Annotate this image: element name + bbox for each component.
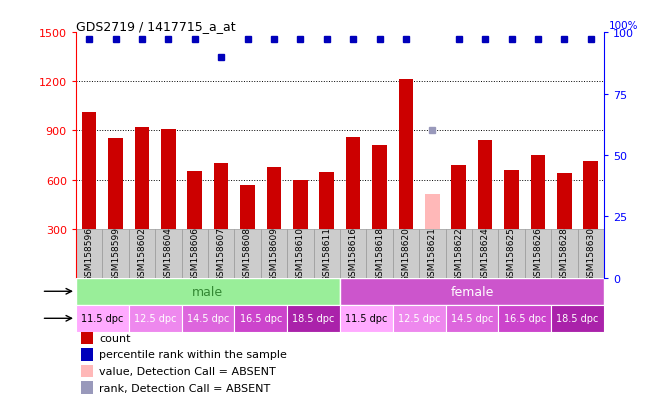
Bar: [287, 305, 340, 332]
Bar: [340, 229, 366, 278]
Bar: [551, 305, 604, 332]
Bar: [293, 180, 308, 229]
Bar: [478, 141, 492, 229]
Bar: [155, 229, 182, 278]
Bar: [346, 138, 360, 229]
Text: GSM158610: GSM158610: [296, 226, 305, 281]
Bar: [161, 129, 176, 229]
Bar: [208, 229, 234, 278]
Text: 18.5 dpc: 18.5 dpc: [292, 313, 335, 323]
Bar: [319, 173, 334, 229]
Bar: [366, 229, 393, 278]
Bar: [498, 305, 551, 332]
Text: 18.5 dpc: 18.5 dpc: [556, 313, 599, 323]
Bar: [446, 229, 472, 278]
Text: 14.5 dpc: 14.5 dpc: [451, 313, 493, 323]
Text: GSM158621: GSM158621: [428, 226, 437, 281]
Text: GSM158607: GSM158607: [216, 226, 226, 281]
Bar: [81, 381, 93, 394]
Bar: [314, 229, 340, 278]
Bar: [425, 195, 440, 229]
Bar: [525, 229, 551, 278]
Bar: [551, 229, 578, 278]
Bar: [187, 172, 202, 229]
Bar: [372, 146, 387, 229]
Bar: [261, 229, 287, 278]
Bar: [81, 349, 93, 361]
Bar: [76, 305, 129, 332]
Bar: [340, 305, 393, 332]
Bar: [419, 229, 446, 278]
Text: GSM158609: GSM158609: [269, 226, 279, 281]
Bar: [393, 305, 446, 332]
Text: GSM158620: GSM158620: [401, 226, 411, 281]
Bar: [82, 113, 96, 229]
Bar: [234, 305, 287, 332]
Bar: [340, 278, 604, 305]
Text: female: female: [450, 285, 494, 298]
Text: 12.5 dpc: 12.5 dpc: [134, 313, 176, 323]
Text: GSM158604: GSM158604: [164, 226, 173, 281]
Text: GDS2719 / 1417715_a_at: GDS2719 / 1417715_a_at: [76, 20, 236, 33]
Text: GSM158599: GSM158599: [111, 226, 120, 281]
Text: GSM158628: GSM158628: [560, 226, 569, 281]
Text: 11.5 dpc: 11.5 dpc: [345, 313, 387, 323]
Bar: [578, 229, 604, 278]
Text: GSM158630: GSM158630: [586, 226, 595, 281]
Text: GSM158625: GSM158625: [507, 226, 516, 281]
Bar: [451, 165, 466, 229]
Bar: [393, 229, 419, 278]
Bar: [557, 173, 572, 229]
Bar: [102, 229, 129, 278]
Bar: [76, 229, 102, 278]
Bar: [129, 305, 182, 332]
Bar: [240, 186, 255, 229]
Text: GSM158602: GSM158602: [137, 226, 147, 281]
Text: GSM158606: GSM158606: [190, 226, 199, 281]
Text: male: male: [192, 285, 224, 298]
Text: 16.5 dpc: 16.5 dpc: [504, 313, 546, 323]
Text: GSM158622: GSM158622: [454, 226, 463, 281]
Bar: [76, 278, 340, 305]
Bar: [135, 128, 149, 229]
Text: GSM158624: GSM158624: [480, 226, 490, 281]
Text: count: count: [99, 333, 131, 343]
Bar: [81, 332, 93, 344]
Text: percentile rank within the sample: percentile rank within the sample: [99, 350, 287, 360]
Bar: [399, 80, 413, 229]
Text: 14.5 dpc: 14.5 dpc: [187, 313, 229, 323]
Text: GSM158611: GSM158611: [322, 226, 331, 281]
Text: GSM158626: GSM158626: [533, 226, 543, 281]
Bar: [108, 138, 123, 229]
Bar: [182, 305, 234, 332]
Bar: [583, 161, 598, 229]
Bar: [504, 170, 519, 229]
Bar: [182, 229, 208, 278]
Text: GSM158608: GSM158608: [243, 226, 252, 281]
Bar: [214, 164, 228, 229]
Text: 11.5 dpc: 11.5 dpc: [81, 313, 123, 323]
Bar: [287, 229, 314, 278]
Text: value, Detection Call = ABSENT: value, Detection Call = ABSENT: [99, 366, 276, 376]
Text: GSM158596: GSM158596: [84, 226, 94, 281]
Bar: [234, 229, 261, 278]
Bar: [267, 168, 281, 229]
Text: rank, Detection Call = ABSENT: rank, Detection Call = ABSENT: [99, 382, 271, 393]
Text: GSM158616: GSM158616: [348, 226, 358, 281]
Bar: [129, 229, 155, 278]
Bar: [446, 305, 498, 332]
Text: GSM158618: GSM158618: [375, 226, 384, 281]
Y-axis label: 100%: 100%: [609, 21, 639, 31]
Bar: [498, 229, 525, 278]
Bar: [531, 156, 545, 229]
Text: 12.5 dpc: 12.5 dpc: [398, 313, 440, 323]
Text: 16.5 dpc: 16.5 dpc: [240, 313, 282, 323]
Bar: [81, 365, 93, 377]
Bar: [472, 229, 498, 278]
